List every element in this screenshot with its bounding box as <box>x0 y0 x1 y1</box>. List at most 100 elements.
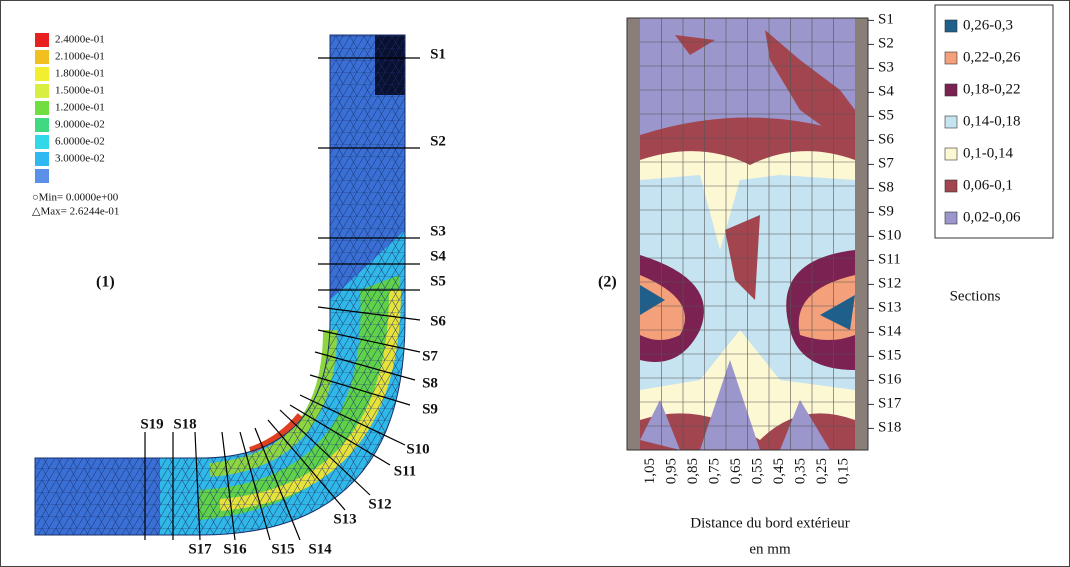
legend-label: 0,02-0,06 <box>963 209 1021 225</box>
y-tick-label: S5 <box>878 107 894 123</box>
colorbar-swatch <box>35 118 49 132</box>
section-label: S18 <box>173 416 196 432</box>
y-tick-label: S13 <box>878 299 901 315</box>
side-label: Sections <box>950 288 1001 304</box>
x-tick-label: 0,85 <box>685 458 701 484</box>
section-label: S2 <box>430 133 446 149</box>
legend-label: 0,22-0,26 <box>963 49 1021 65</box>
section-line <box>194 431 201 541</box>
legend-label: 0,1-0,14 <box>963 145 1013 161</box>
legend-swatch <box>944 115 958 129</box>
colorbar-swatch <box>35 84 49 98</box>
section-label: S17 <box>188 541 212 557</box>
legend-swatch <box>944 179 958 193</box>
colorbar-label: 2.4000e-01 <box>55 34 105 46</box>
section-label: S5 <box>430 273 446 289</box>
y-tick-label: S11 <box>878 251 901 267</box>
legend-swatch <box>944 83 958 97</box>
y-tick-label: S9 <box>878 203 894 219</box>
max-text: △Max= 2.6244e-01 <box>32 206 119 218</box>
y-tick-label: S17 <box>878 395 902 411</box>
legend-swatch <box>944 51 958 65</box>
x-tick-label: 0,35 <box>793 458 809 484</box>
x-tick-label: 0,55 <box>750 458 766 484</box>
x-tick-label: 1,05 <box>642 458 658 484</box>
y-tick-label: S1 <box>878 11 894 27</box>
colorbar-label: 1.8000e-01 <box>55 68 105 80</box>
section-label: S9 <box>422 401 438 417</box>
colorbar-swatch <box>35 50 49 64</box>
x-tick-label: 0,45 <box>771 458 787 484</box>
section-label: S13 <box>333 511 356 527</box>
colorbar-label: 2.1000e-01 <box>55 51 105 63</box>
legend-label: 0,18-0,22 <box>963 81 1021 97</box>
x-title: en mm <box>749 541 791 557</box>
y-tick-label: S18 <box>878 419 901 435</box>
colorbar-label: 3.0000e-02 <box>55 153 105 165</box>
section-label: S15 <box>271 541 294 557</box>
section-label: S8 <box>422 375 438 391</box>
section-line <box>221 431 236 541</box>
y-tick-label: S8 <box>878 179 894 195</box>
section-label: S11 <box>394 463 417 479</box>
panel-label: (1) <box>96 274 115 291</box>
section-line <box>239 431 271 541</box>
colorbar-swatch <box>35 67 49 81</box>
border-strip <box>627 18 640 450</box>
y-tick-label: S15 <box>878 347 901 363</box>
y-tick-label: S4 <box>878 83 894 99</box>
section-label: S14 <box>308 541 332 557</box>
y-tick-label: S6 <box>878 131 894 147</box>
y-tick-label: S14 <box>878 323 902 339</box>
border-strip <box>855 18 868 450</box>
y-tick-label: S12 <box>878 275 901 291</box>
colorbar-label: 1.5000e-01 <box>55 85 105 97</box>
section-label: S12 <box>368 496 391 512</box>
section-line <box>317 306 421 321</box>
y-tick-label: S10 <box>878 227 901 243</box>
colorbar-label: 6.0000e-02 <box>55 136 105 148</box>
legend-swatch <box>944 211 958 225</box>
legend-label: 0,26-0,3 <box>963 17 1013 33</box>
y-tick-label: S7 <box>878 155 894 171</box>
colorbar-label: 1.2000e-01 <box>55 102 105 114</box>
section-label: S1 <box>430 46 446 62</box>
colorbar-swatch <box>35 152 49 166</box>
colorbar-swatch <box>35 33 49 47</box>
min-text: ○Min= 0.0000e+00 <box>32 192 119 204</box>
section-line <box>314 351 416 381</box>
section-label: S3 <box>430 223 446 239</box>
colorbar-swatch <box>35 101 49 115</box>
panel-label: (2) <box>598 274 617 291</box>
section-line <box>254 427 301 541</box>
y-tick-label: S3 <box>878 59 894 75</box>
grid <box>640 18 855 450</box>
x-tick-label: 0,75 <box>707 458 723 484</box>
section-label: S10 <box>406 441 429 457</box>
mesh-part <box>34 34 406 536</box>
section-label: S16 <box>223 541 247 557</box>
colorbar-label: 9.0000e-02 <box>55 119 105 131</box>
section-label: S7 <box>422 348 438 364</box>
colorbar-swatch <box>35 135 49 149</box>
legend-swatch <box>944 147 958 161</box>
section-line <box>289 404 391 466</box>
plot-frame <box>626 17 869 451</box>
y-tick-label: S2 <box>878 35 894 51</box>
section-line <box>309 374 411 406</box>
section-label: S19 <box>140 416 163 432</box>
legend-swatch <box>944 19 958 33</box>
x-tick-label: 0,15 <box>836 458 852 484</box>
section-line <box>299 394 406 446</box>
section-line <box>317 329 421 353</box>
x-title: Distance du bord extérieur <box>690 515 850 531</box>
legend-label: 0,14-0,18 <box>963 113 1021 129</box>
section-label: S4 <box>430 248 446 264</box>
x-tick-label: 0,25 <box>814 458 830 484</box>
colorbar-swatch <box>35 169 49 183</box>
y-tick-label: S16 <box>878 371 902 387</box>
x-tick-label: 0,95 <box>664 458 680 484</box>
section-label: S6 <box>430 313 446 329</box>
section-line <box>267 419 346 511</box>
